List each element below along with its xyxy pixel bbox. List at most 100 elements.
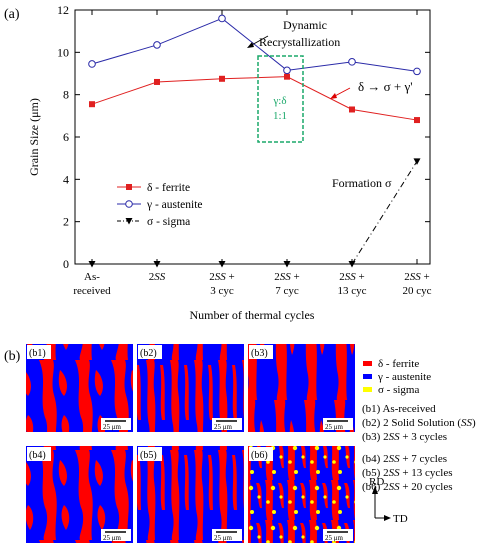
legend-label: γ - austenite	[146, 199, 203, 211]
series-austenite	[88, 14, 421, 76]
phase-map-b3: (b3) 25 μm	[248, 344, 355, 432]
y-tick-label: 4	[63, 172, 69, 186]
annotation-formation-sigma: Formation σ	[332, 176, 392, 190]
phase-legend-item: γ - austenite	[363, 371, 431, 383]
map-label-bg	[249, 447, 273, 461]
legend-label: δ - ferrite	[147, 182, 190, 194]
data-point	[218, 261, 226, 268]
data-point	[413, 158, 421, 165]
phase-legend-label: σ - sigma	[378, 384, 419, 396]
plot-frame	[74, 9, 431, 265]
data-point	[218, 14, 226, 23]
series-line	[91, 17, 418, 72]
annotation-dynamic-recrystallization: Dynamic Recrystallization	[247, 18, 340, 49]
x-axis: As-received 2SS 2SS + 3 cyc 2SS + 7 cyc 2SS + 1…	[73, 10, 432, 297]
data-point	[348, 58, 356, 66]
map-label-bg	[27, 345, 51, 359]
data-point	[283, 66, 291, 75]
data-point	[125, 200, 133, 208]
phase-swatch	[363, 374, 372, 379]
phase-maps: (b1)25 μm(b2)25 μm(b3)25 μm(b4)25 μm(b5)…	[26, 344, 355, 543]
data-point	[154, 78, 160, 85]
x-tick-label: As-	[84, 271, 100, 283]
caption-line: (b5) 2SS + 13 cycles	[362, 467, 453, 479]
phase-swatch	[363, 387, 372, 392]
x-tick-label: 2SS +	[209, 271, 234, 283]
scale-bar-label: 25 μm	[103, 423, 122, 431]
data-point	[89, 101, 95, 108]
x-tick-label: 13 cyc	[337, 285, 366, 297]
legend-item: γ - austenite	[117, 199, 203, 211]
map-label: (b3)	[251, 348, 268, 359]
phase-map-b5: (b5) 25 μm	[137, 446, 244, 543]
x-tick-label: 2SS	[149, 271, 166, 283]
map-label-bg	[138, 345, 162, 359]
arrowhead	[384, 515, 391, 521]
scale-bar-label: 25 μm	[214, 423, 233, 431]
y-tick-label: 6	[63, 130, 69, 144]
x-tick-label: 3 cyc	[210, 285, 234, 297]
y-tick-label: 2	[63, 215, 69, 229]
series-layer	[88, 14, 421, 268]
series-line	[91, 76, 418, 121]
y-axis: 0 2 4 6 8 10 12	[57, 3, 430, 271]
x-axis-label: Number of thermal cycles	[190, 308, 315, 322]
x-tick-label: 2SS +	[274, 271, 299, 283]
data-point	[349, 106, 355, 113]
x-tick-label: 2SS +	[404, 271, 429, 283]
panel-b-label: (b)	[4, 349, 21, 364]
x-tick-label: 2SS +	[339, 271, 364, 283]
caption-line: (b2) 2 Solid Solution (SS)	[362, 417, 476, 429]
annotation-line: Recrystallization	[259, 35, 340, 49]
phase-map-image	[248, 446, 355, 543]
caption-line: (b1) As-received	[362, 403, 436, 415]
data-point	[219, 75, 225, 82]
caption-line: (b3) 2SS + 3 cycles	[362, 431, 447, 443]
captions-bottom: (b4) 2SS + 7 cycles(b5) 2SS + 13 cycles(…	[362, 453, 453, 493]
scale-bar-label: 25 μm	[325, 534, 344, 542]
phase-legend-item: δ - ferrite	[363, 358, 419, 370]
series-line	[92, 161, 418, 265]
data-point	[283, 261, 291, 268]
annotation-line: γ:δ	[272, 95, 286, 107]
legend-item: σ - sigma	[117, 216, 190, 228]
annotation-line: Formation σ	[332, 176, 392, 190]
rd-td-axes: RD TD	[369, 476, 408, 525]
data-point	[153, 261, 161, 268]
map-label-bg	[138, 447, 162, 461]
data-point	[414, 117, 420, 124]
panel-a-label: (a)	[4, 7, 20, 22]
scale-bar-label: 25 μm	[214, 534, 233, 542]
map-label: (b2)	[140, 348, 157, 359]
y-tick-label: 12	[57, 3, 69, 17]
data-point	[126, 184, 132, 190]
data-point	[125, 218, 133, 225]
phase-map-b4: (b4) 25 μm	[26, 446, 133, 543]
data-point	[413, 67, 421, 76]
chart-legend: δ - ferrite γ - austenite σ - sigma	[117, 182, 203, 228]
data-point	[348, 261, 356, 268]
phase-map-b1: (b1) 25 μm	[26, 344, 133, 432]
data-point	[153, 41, 161, 49]
map-label: (b5)	[140, 450, 157, 461]
phase-map-image	[137, 446, 244, 543]
series-ferrite	[89, 73, 420, 124]
arrowhead	[330, 93, 337, 99]
phase-map-image	[26, 446, 133, 543]
series-sigma	[88, 158, 421, 268]
phase-legend-label: γ - austenite	[377, 371, 431, 383]
arrowhead	[372, 486, 378, 494]
phase-legend-item: σ - sigma	[363, 384, 419, 396]
annotation-line: Dynamic	[283, 18, 327, 32]
rd-label: RD	[369, 476, 384, 488]
legend-item: δ - ferrite	[117, 182, 190, 194]
scale-bar-label: 25 μm	[103, 534, 122, 542]
x-tick-label: received	[73, 285, 111, 297]
legend-label: σ - sigma	[147, 216, 190, 228]
data-point	[88, 60, 96, 68]
data-point	[284, 73, 290, 80]
phase-legend-label: δ - ferrite	[378, 358, 419, 370]
data-point	[88, 261, 96, 268]
